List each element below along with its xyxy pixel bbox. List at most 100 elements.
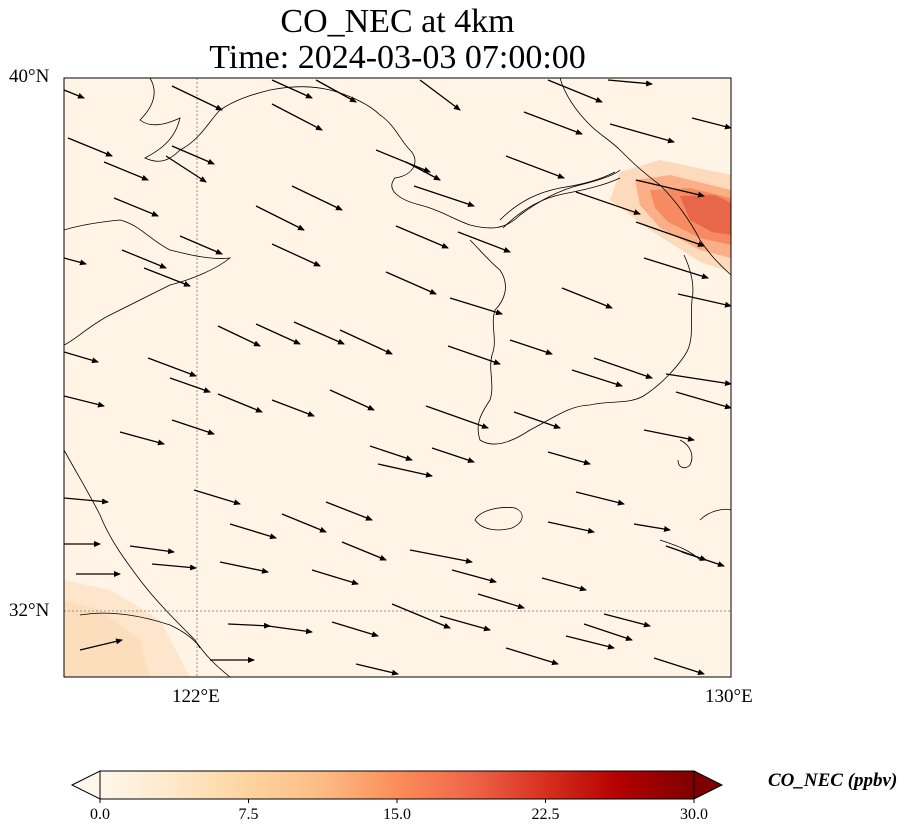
wind-arrow — [609, 123, 675, 144]
wind-arrow — [375, 149, 431, 173]
wind-arrow — [547, 451, 591, 466]
wind-arrow — [675, 391, 731, 410]
wind-arrow — [64, 351, 99, 364]
wind-arrow — [603, 613, 651, 628]
wind-arrow — [395, 225, 449, 249]
wind-arrow — [329, 389, 375, 411]
wind-arrow — [523, 111, 583, 135]
wind-arrow — [331, 621, 379, 638]
wind-arrow — [643, 429, 695, 442]
wind-arrow — [341, 541, 387, 561]
plot-title-line2: Time: 2024-03-03 07:00:00 — [209, 39, 586, 76]
wind-arrow — [325, 501, 373, 521]
wind-arrow — [67, 137, 113, 157]
wind-arrow — [457, 231, 511, 253]
wind-arrow — [217, 325, 261, 347]
wind-arrow — [271, 103, 323, 131]
wind-arrow — [677, 293, 731, 308]
wind-arrow — [431, 447, 475, 463]
wind-arrow — [147, 357, 197, 377]
wind-arrow — [129, 545, 175, 555]
wind-arrow — [64, 89, 85, 99]
wind-arrow — [193, 489, 241, 506]
wind-vectors — [64, 79, 731, 676]
wind-arrow — [419, 79, 461, 111]
wind-arrow — [691, 117, 731, 130]
wind-arrow — [103, 161, 149, 181]
concentration-field — [64, 78, 731, 677]
wind-arrow — [547, 79, 603, 103]
wind-arrow — [315, 79, 357, 103]
wind-arrow — [565, 635, 615, 650]
lat-label-40n: 40°N — [9, 66, 50, 87]
wind-arrow — [171, 419, 215, 435]
wind-arrow — [583, 623, 633, 641]
wind-arrow — [385, 271, 437, 295]
wind-arrow — [513, 411, 561, 429]
wind-arrow — [119, 431, 165, 446]
wind-arrow — [635, 179, 705, 198]
wind-arrow — [575, 191, 641, 215]
wind-arrow — [413, 185, 475, 207]
wind-arrow — [143, 267, 191, 287]
wind-arrow — [391, 603, 451, 629]
wind-arrow — [255, 205, 305, 231]
colorbar-extend-min — [70, 770, 101, 800]
wind-arrow — [541, 577, 587, 592]
coastlines — [64, 78, 731, 677]
wind-arrow — [547, 521, 595, 534]
wind-arrow — [593, 357, 653, 379]
wind-arrow — [633, 523, 671, 532]
colorbar-tick-marks — [99, 799, 695, 803]
wind-arrow — [339, 329, 393, 355]
wind-arrow — [293, 321, 345, 345]
wind-arrow — [113, 197, 159, 217]
colorbar-tick-3: 22.5 — [531, 806, 560, 823]
wind-arrow — [267, 625, 313, 635]
wind-arrow — [681, 551, 725, 567]
wind-arrow — [509, 339, 553, 355]
lon-label-130e: 130°E — [705, 686, 753, 707]
wind-arrow — [229, 523, 277, 540]
wind-arrow — [377, 463, 433, 478]
plot-title-line1: CO_NEC at 4km — [280, 3, 515, 40]
wind-arrow — [447, 345, 501, 365]
wind-arrow — [409, 549, 473, 564]
wind-arrow — [477, 593, 525, 610]
wind-arrow — [405, 161, 441, 181]
wind-arrow — [64, 257, 87, 266]
wind-arrow — [219, 561, 269, 574]
wind-arrow — [571, 369, 623, 388]
colorbar-tick-0: 0.0 — [90, 806, 110, 823]
wind-arrow — [561, 287, 613, 309]
lat-label-32n: 32°N — [9, 600, 50, 621]
wind-arrow — [179, 235, 223, 255]
wind-arrow — [64, 395, 105, 408]
wind-arrow — [271, 79, 313, 99]
wind-arrow — [311, 569, 359, 586]
colorbar-label: CO_NEC (ppbv) — [768, 770, 898, 791]
wind-arrow — [271, 243, 321, 267]
wind-arrow — [665, 373, 731, 387]
wind-arrow — [227, 622, 271, 629]
wind-arrow — [121, 249, 167, 269]
wind-arrow — [635, 221, 705, 247]
colorbar-tick-1: 7.5 — [238, 806, 259, 823]
wind-arrow — [271, 399, 315, 417]
wind-arrow — [607, 79, 653, 87]
lon-label-122e: 122°E — [172, 686, 220, 707]
wind-arrow — [281, 513, 327, 533]
colorbar-gradient — [99, 770, 695, 800]
wind-arrow — [439, 615, 491, 632]
wind-arrow — [451, 569, 497, 584]
colorbar-extend-max — [693, 770, 724, 800]
wind-arrow — [255, 323, 301, 345]
gridlines — [64, 78, 731, 677]
colorbar — [70, 770, 724, 803]
wind-arrow — [171, 85, 223, 111]
wind-arrow — [151, 563, 197, 571]
colorbar-tick-4: 30.0 — [680, 806, 708, 823]
wind-arrow — [643, 257, 709, 280]
wind-arrow — [505, 155, 565, 179]
